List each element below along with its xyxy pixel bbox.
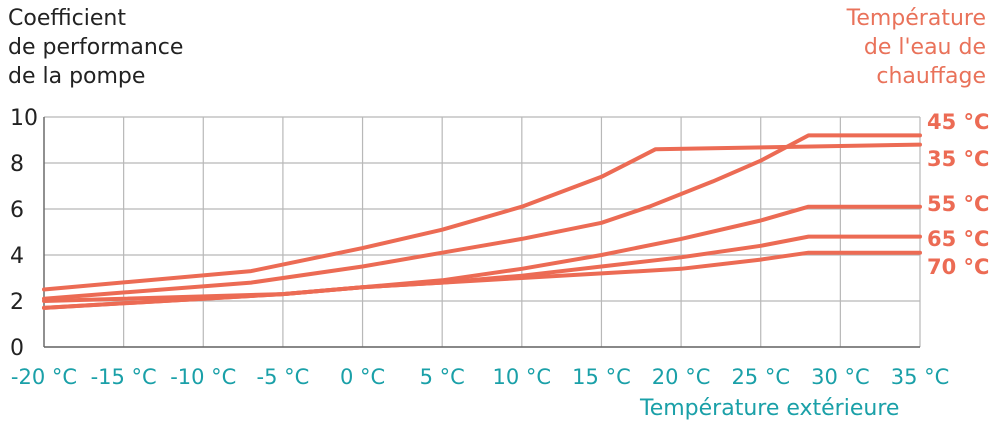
series-line — [42, 133, 922, 301]
series-label: 35 °C — [927, 147, 989, 171]
y-tick-label: 2 — [10, 290, 24, 315]
x-tick-label: 5 °C — [420, 365, 465, 389]
series-line — [42, 142, 922, 292]
series-label: 70 °C — [927, 255, 989, 279]
series-label: 65 °C — [927, 227, 989, 251]
y-tick-label: 4 — [10, 244, 24, 269]
x-tick-label: -5 °C — [257, 365, 310, 389]
x-axis-title: Température extérieure — [640, 396, 900, 421]
series-label: 45 °C — [927, 110, 989, 134]
y-tick-label: 0 — [10, 336, 24, 361]
x-tick-label: 20 °C — [652, 365, 711, 389]
series-line — [42, 250, 922, 303]
y-tick-label: 6 — [10, 198, 24, 223]
x-tick-label: -15 °C — [91, 365, 157, 389]
y-axis-title: Coefficient de performance de la pompe — [8, 6, 184, 89]
x-tick-label: 30 °C — [811, 365, 870, 389]
x-tick-label: 15 °C — [572, 365, 631, 389]
series-label: 55 °C — [927, 192, 989, 216]
x-tick-label: -10 °C — [170, 365, 236, 389]
x-tick-label: 10 °C — [493, 365, 552, 389]
x-tick-label: 0 °C — [340, 365, 385, 389]
x-tick-label: -20 °C — [11, 365, 77, 389]
x-tick-label: 35 °C — [891, 365, 950, 389]
y-tick-label: 10 — [10, 106, 38, 131]
x-tick-label: 25 °C — [731, 365, 790, 389]
y-tick-label: 8 — [10, 152, 24, 177]
series-axis-title: Température de l'eau de chauffage — [846, 6, 986, 89]
